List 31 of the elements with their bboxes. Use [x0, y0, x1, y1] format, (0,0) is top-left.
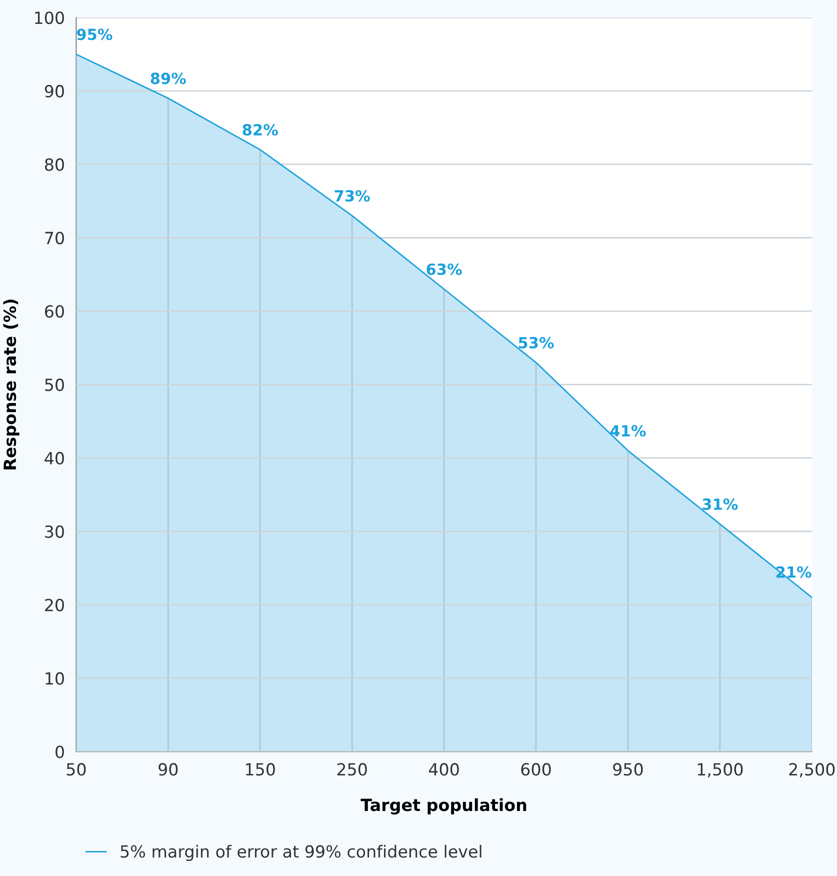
data-label: 82%	[242, 124, 278, 136]
x-tick-label: 600	[521, 763, 551, 776]
y-tick-label: 0	[56, 746, 64, 758]
x-axis-title: Target population	[360, 798, 526, 815]
data-label: 31%	[702, 498, 738, 510]
y-tick-label: 20	[45, 598, 64, 612]
data-label: 95%	[76, 28, 112, 40]
data-label: 89%	[150, 72, 186, 84]
y-tick-label: 80	[44, 158, 64, 171]
y-tick-label: 70	[45, 232, 64, 244]
x-tick-label: 400	[428, 763, 459, 776]
legend-label: 5% margin of error at 99% confidence level	[120, 844, 482, 861]
x-tick-label: 150	[246, 763, 275, 776]
y-tick-label: 60	[45, 305, 64, 318]
x-tick-label: 1,500	[698, 763, 743, 778]
x-tick-label: 90	[158, 763, 178, 776]
y-tick-label: 30	[45, 525, 64, 538]
y-tick-label: 40	[44, 452, 64, 465]
data-label: 73%	[334, 190, 370, 202]
x-tick-label: 2,500	[789, 763, 835, 778]
x-tick-label: 250	[337, 763, 367, 776]
data-label: 41%	[610, 425, 646, 437]
x-tick-label: 50	[66, 763, 86, 776]
data-label: 53%	[518, 336, 554, 348]
x-tick-label: 950	[613, 763, 643, 776]
y-tick-label: 100	[35, 11, 64, 24]
y-tick-label: 10	[46, 672, 64, 685]
y-axis-title: Response rate (%)	[3, 300, 20, 470]
y-tick-label: 50	[45, 378, 64, 392]
data-label: 63%	[426, 264, 462, 276]
y-tick-label: 90	[44, 84, 64, 98]
